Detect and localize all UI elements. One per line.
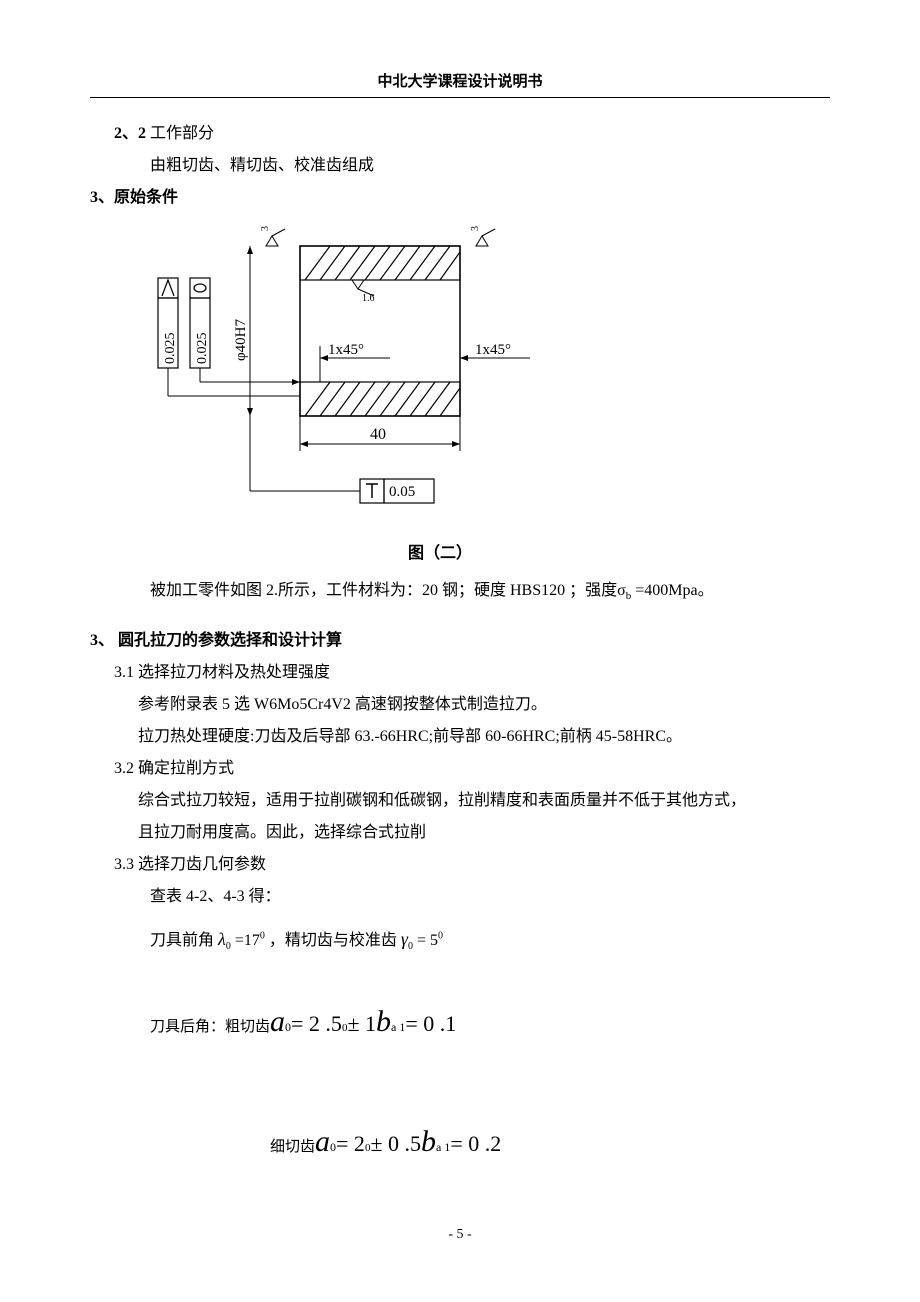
xi-b-eq: = 0 .2 bbox=[450, 1111, 501, 1177]
chamfer-left-text: 1x45° bbox=[328, 342, 364, 358]
tol2-text: 0.025 bbox=[195, 333, 210, 365]
fa-mid: ，精切齿与校准齿 bbox=[269, 932, 397, 949]
cu-a: a bbox=[270, 977, 285, 1067]
xi-eq: = 2 bbox=[336, 1111, 365, 1177]
dia-label-text: φ40H7 bbox=[233, 319, 249, 361]
sf-inner-val: 1.6 bbox=[362, 293, 375, 304]
workpiece-description: 被加工零件如图 2.所示，工件材料为：20 钢；硬度 HBS120 ；强度σb … bbox=[90, 575, 830, 607]
cu-pm: ± 1 bbox=[347, 991, 376, 1057]
xi-b-sub: a 1 bbox=[436, 1129, 450, 1165]
fa-gamma-sub: 0 bbox=[408, 941, 413, 952]
s22-body: 由粗切齿、精切齿、校准齿组成 bbox=[90, 150, 830, 182]
surface-finish-top-right: 3.2 bbox=[470, 226, 495, 246]
section-3b-heading: 3、 圆孔拉刀的参数选择和设计计算 bbox=[90, 625, 830, 657]
s31-heading: 3.1 选择拉刀材料及热处理强度 bbox=[90, 657, 830, 689]
xi-prefix: 细切齿 bbox=[270, 1125, 315, 1170]
dia-arrow-t bbox=[247, 246, 253, 254]
surface-finish-top-left: 3.2 bbox=[260, 226, 285, 246]
s31-line1: 参考附录表 5 选 W6Mo5Cr4V2 高速钢按整体式制造拉刀。 bbox=[90, 689, 830, 721]
s3b-num: 3、 bbox=[90, 632, 114, 649]
cu-b-sub: a 1 bbox=[391, 1009, 405, 1045]
s32-line2: 且拉刀耐用度高。因此，选择综合式拉削 bbox=[90, 817, 830, 849]
back-angle-cu: 刀具后角：粗切齿 a 0 = 2 .5 0 ± 1 b a 1 = 0 .1 bbox=[90, 977, 830, 1067]
s32-line1: 综合式拉刀较短，适用于拉削碳钢和低碳钢，拉削精度和表面质量并不低于其他方式， bbox=[90, 785, 830, 817]
s32-num: 3.2 bbox=[114, 760, 134, 777]
arrow-r1 bbox=[460, 355, 468, 361]
fa-gamma: γ bbox=[401, 929, 408, 949]
cyl-sym-box bbox=[190, 278, 210, 298]
w-arrow-l bbox=[300, 441, 308, 447]
fa-lambda: λ bbox=[218, 929, 226, 949]
s3-num: 3、 bbox=[90, 189, 114, 206]
s22-title: 工作部分 bbox=[150, 125, 214, 142]
section-2-2-heading: 2、2 工作部分 bbox=[90, 118, 830, 150]
fa-lambda-sup: 0 bbox=[260, 931, 265, 942]
s33-line1: 查表 4-2、4-3 得： bbox=[90, 881, 830, 913]
section-3-heading: 3、原始条件 bbox=[90, 182, 830, 214]
cu-eq: = 2 .5 bbox=[291, 991, 342, 1057]
xi-pm: ± 0 .5 bbox=[370, 1111, 421, 1177]
figure-caption: 图（二） bbox=[50, 539, 830, 563]
surface-finish-inner: 1.6 bbox=[352, 280, 375, 304]
hatch-bottom bbox=[305, 382, 460, 416]
fa-lambda-sub: 0 bbox=[226, 941, 231, 952]
page-header-title: 中北大学课程设计说明书 bbox=[90, 70, 830, 98]
fa-lambda-val: =17 bbox=[235, 932, 260, 949]
desc-tail: =400Mpa。 bbox=[631, 582, 713, 599]
cu-prefix: 刀具后角：粗切齿 bbox=[150, 1005, 270, 1050]
w-arrow-r bbox=[452, 441, 460, 447]
hatch-top bbox=[305, 246, 460, 280]
s31-title: 选择拉刀材料及热处理强度 bbox=[138, 664, 330, 681]
cu-b: b bbox=[376, 977, 391, 1067]
s32-title: 确定拉削方式 bbox=[138, 760, 234, 777]
tol-bottom-text: 0.05 bbox=[389, 484, 415, 500]
desc-main: 被加工零件如图 2.所示，工件材料为：20 钢；硬度 HBS120 ；强度σ bbox=[150, 582, 626, 599]
arrow-l1 bbox=[320, 355, 328, 361]
back-angle-xi: 细切齿 a 0 = 2 0 ± 0 .5 b a 1 = 0 .2 bbox=[90, 1097, 830, 1187]
s3b-title: 圆孔拉刀的参数选择和设计计算 bbox=[118, 632, 342, 649]
diagram-svg: 1x45° 1x45° 3.2 3.2 1.6 40 bbox=[130, 226, 590, 526]
s31-line2: 拉刀热处理硬度:刀齿及后导部 63.-66HRC;前导部 60-66HRC;前柄… bbox=[90, 721, 830, 753]
chamfer-right-text: 1x45° bbox=[475, 342, 511, 358]
fa-gamma-val: = 5 bbox=[417, 932, 438, 949]
s22-num: 2、2 bbox=[114, 125, 146, 142]
s33-title: 选择刀齿几何参数 bbox=[138, 856, 266, 873]
xi-a: a bbox=[315, 1097, 330, 1187]
s32-heading: 3.2 确定拉削方式 bbox=[90, 753, 830, 785]
rnd-sym bbox=[162, 280, 174, 296]
tol1-text: 0.025 bbox=[163, 333, 178, 365]
dia-arrow-b bbox=[247, 408, 253, 416]
s33-num: 3.3 bbox=[114, 856, 134, 873]
sf-tr-val: 3.2 bbox=[470, 226, 481, 231]
page-number: - 5 - bbox=[90, 1227, 830, 1243]
cyl-sym bbox=[194, 284, 206, 292]
width-label: 40 bbox=[370, 426, 386, 443]
engineering-diagram: 1x45° 1x45° 3.2 3.2 1.6 40 bbox=[130, 226, 830, 563]
fa-prefix: 刀具前角 bbox=[150, 932, 214, 949]
s3-title: 原始条件 bbox=[114, 189, 178, 206]
cyl-arrow bbox=[292, 379, 300, 385]
s33-heading: 3.3 选择刀齿几何参数 bbox=[90, 849, 830, 881]
front-angle-line: 刀具前角 λ0 =170 ，精切齿与校准齿 γ0 = 50 bbox=[90, 921, 830, 957]
s31-num: 3.1 bbox=[114, 664, 134, 681]
fa-gamma-sup: 0 bbox=[438, 931, 443, 942]
xi-b: b bbox=[421, 1097, 436, 1187]
cu-b-eq: = 0 .1 bbox=[405, 991, 456, 1057]
sf-tl-val: 3.2 bbox=[260, 226, 271, 231]
